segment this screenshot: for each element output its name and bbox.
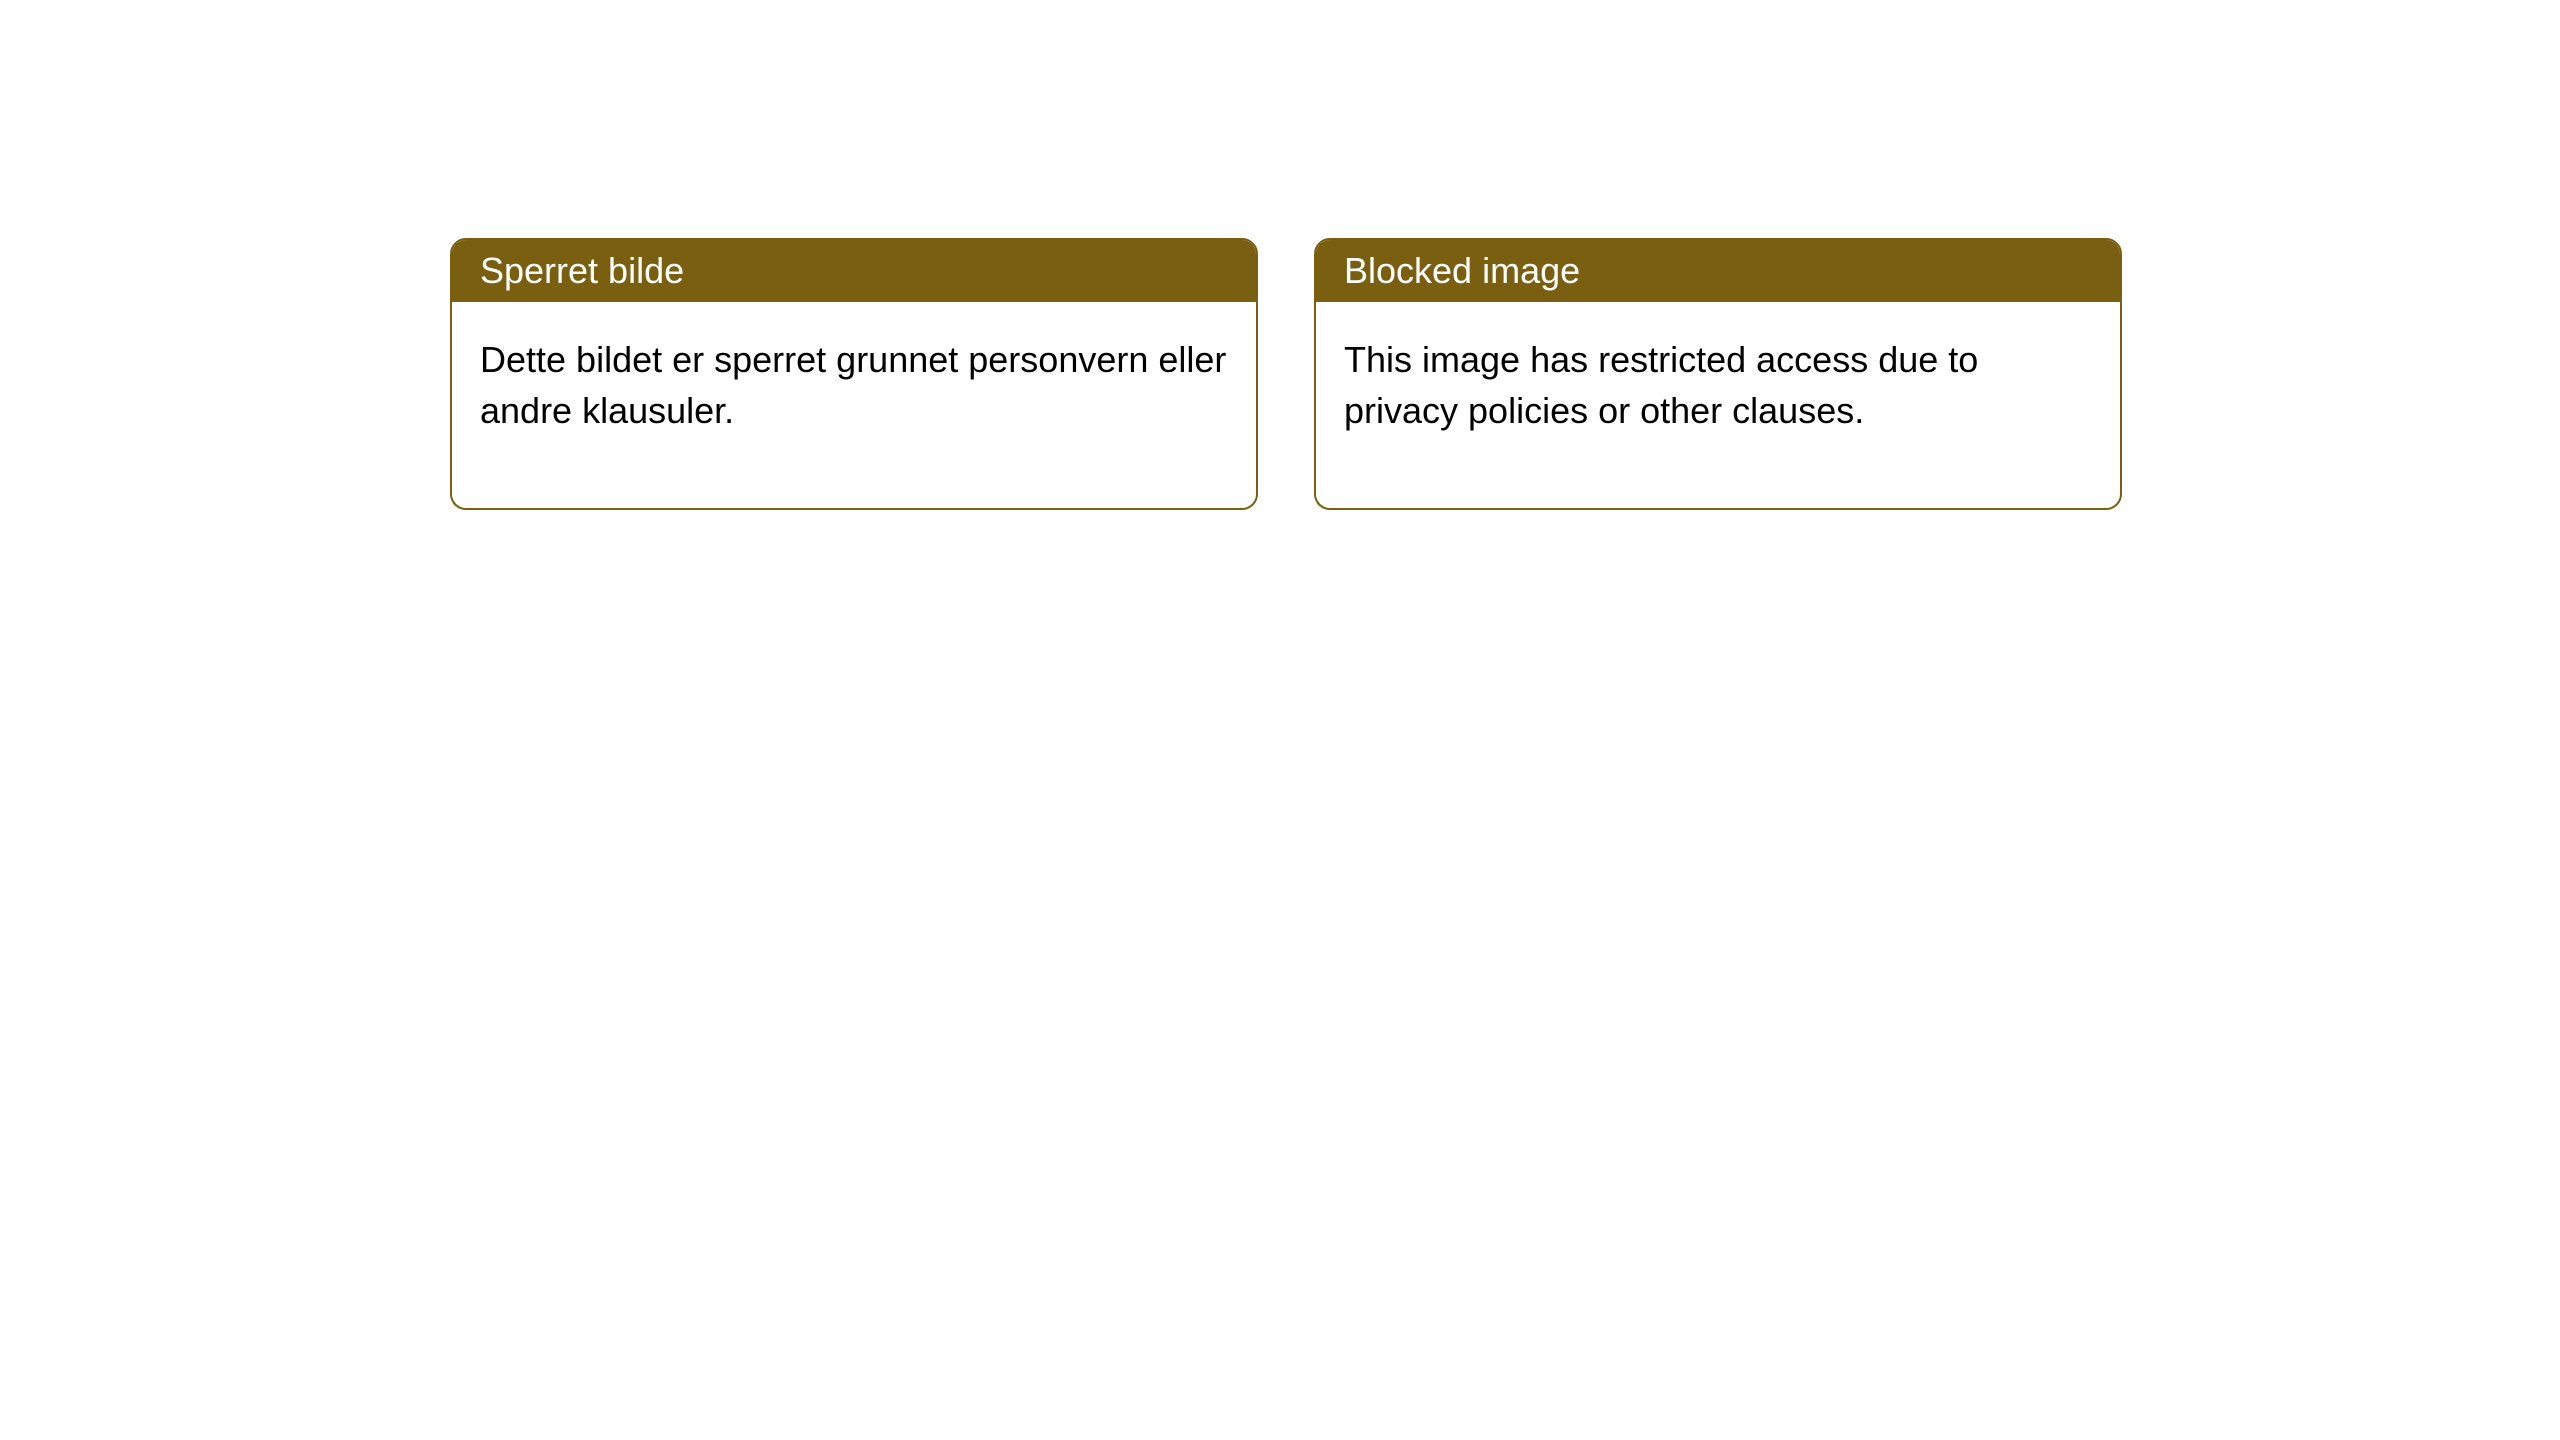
notice-body: This image has restricted access due to … bbox=[1316, 302, 2120, 508]
notice-header: Sperret bilde bbox=[452, 240, 1256, 302]
notice-box-norwegian: Sperret bilde Dette bildet er sperret gr… bbox=[450, 238, 1258, 510]
notice-box-english: Blocked image This image has restricted … bbox=[1314, 238, 2122, 510]
notice-container: Sperret bilde Dette bildet er sperret gr… bbox=[450, 238, 2122, 510]
notice-body: Dette bildet er sperret grunnet personve… bbox=[452, 302, 1256, 508]
notice-header: Blocked image bbox=[1316, 240, 2120, 302]
